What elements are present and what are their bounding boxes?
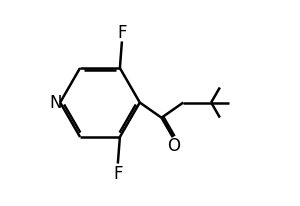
- Text: F: F: [117, 24, 127, 42]
- Text: N: N: [50, 94, 62, 112]
- Text: O: O: [167, 137, 180, 154]
- Text: F: F: [113, 164, 123, 182]
